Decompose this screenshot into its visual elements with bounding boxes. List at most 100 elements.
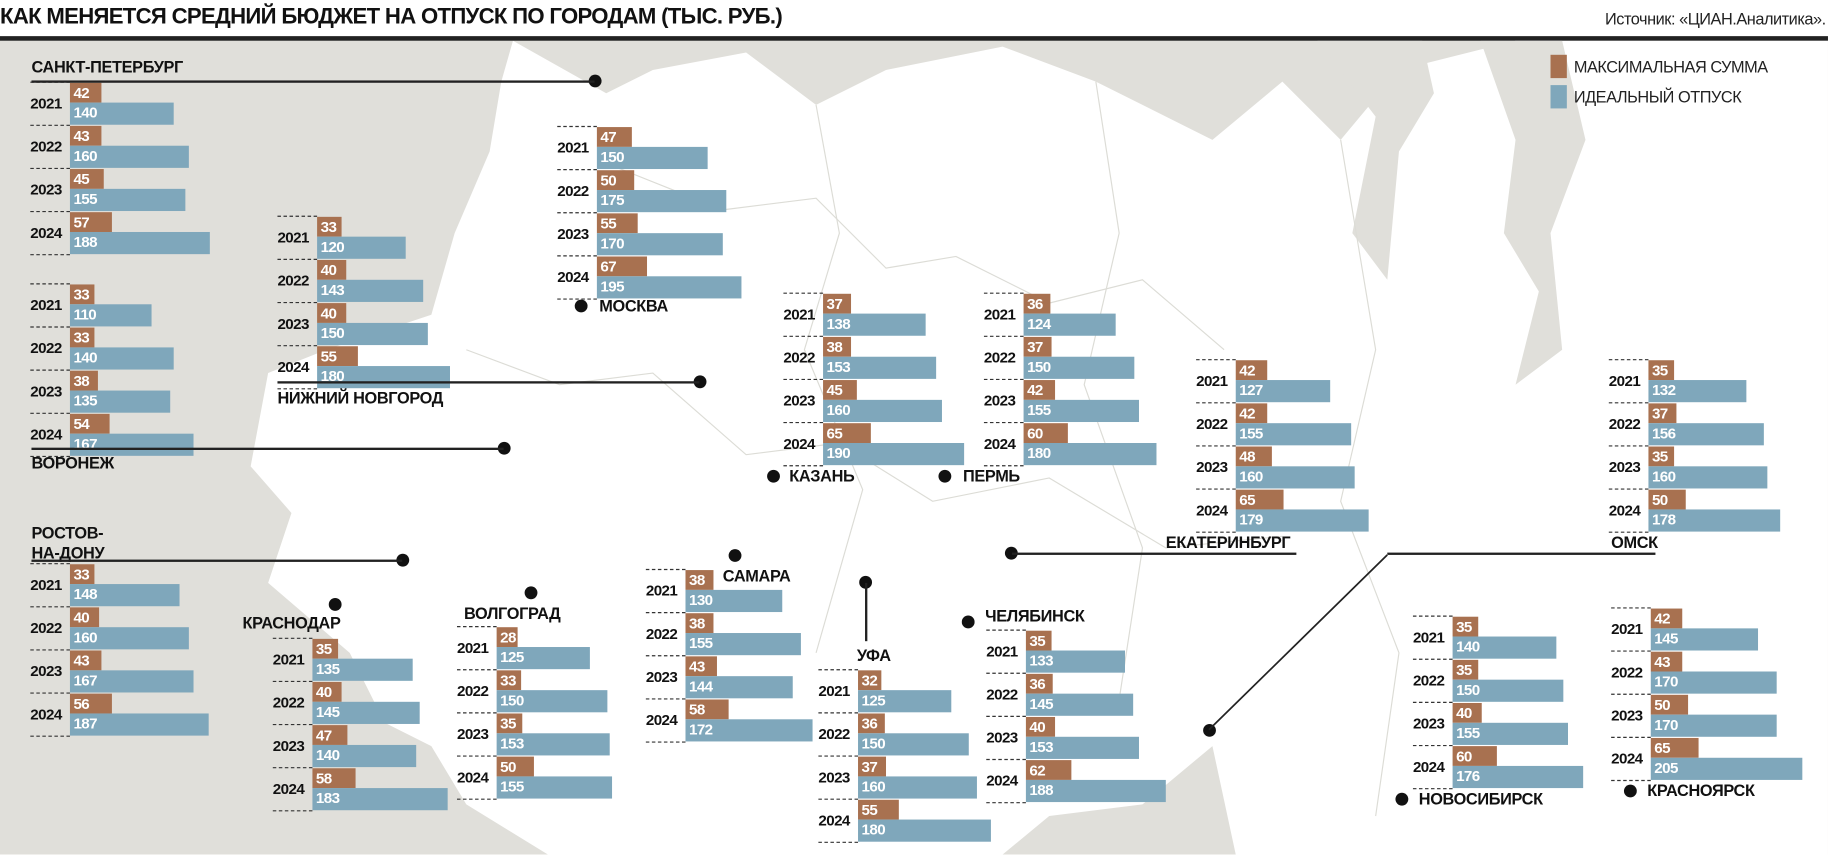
- year-label: 2021: [277, 228, 309, 246]
- year-divider: [1611, 736, 1651, 738]
- bar-max: 42: [1235, 360, 1267, 381]
- year-label: 2023: [456, 725, 489, 743]
- bar-max: 48: [1235, 446, 1272, 467]
- bar-ideal: 124: [1023, 313, 1116, 336]
- year-divider: [986, 629, 1026, 631]
- city-marker-dot: [588, 74, 602, 88]
- bar-ideal: 127: [1235, 380, 1330, 403]
- city-label: МОСКВА: [599, 296, 668, 315]
- bar-ideal: 145: [1025, 693, 1134, 716]
- bar-max: 60: [1023, 423, 1069, 444]
- year-label: 2021: [1608, 371, 1641, 390]
- city-label: РОСТОВ-НА-ДОНУ: [31, 523, 105, 562]
- year-divider: [818, 798, 859, 800]
- year-divider: [30, 369, 70, 371]
- city-marker-dot: [693, 375, 707, 389]
- bar-max: 42: [69, 82, 102, 103]
- year-divider: [645, 568, 686, 571]
- year-divider: [983, 335, 1024, 337]
- bar-ideal: 145: [1650, 628, 1759, 651]
- bar-max: 32: [858, 670, 882, 691]
- year-divider: [783, 378, 824, 381]
- bar-ideal: 153: [1025, 736, 1140, 759]
- bar-max: 35: [496, 713, 523, 734]
- city-marker-dot: [859, 575, 873, 589]
- year-label: 2023: [983, 391, 1016, 410]
- year-label: 2022: [272, 693, 305, 712]
- bar-ideal: 155: [496, 776, 612, 799]
- year-divider: [986, 715, 1026, 717]
- bar-ideal: 170: [596, 233, 723, 256]
- year-label: 2023: [986, 728, 1018, 747]
- city-marker-dot: [328, 598, 342, 611]
- year-label: 2023: [1608, 458, 1641, 476]
- year-divider: [1196, 359, 1236, 361]
- year-divider: [557, 255, 597, 257]
- city-marker-dot: [396, 553, 410, 567]
- bar-ideal: 160: [858, 776, 977, 799]
- year-divider: [645, 612, 686, 614]
- year-label: 2021: [783, 305, 815, 323]
- city-marker-dot: [1203, 723, 1216, 737]
- bar-ideal: 160: [69, 145, 189, 168]
- year-divider: [456, 755, 497, 757]
- year-divider: [1412, 658, 1453, 660]
- year-label: 2021: [1611, 620, 1643, 638]
- bar-ideal: 160: [1235, 466, 1355, 489]
- year-label: 2022: [1611, 663, 1643, 681]
- bar-max: 47: [596, 127, 632, 147]
- year-divider: [1608, 445, 1649, 447]
- year-label: 2021: [30, 94, 62, 112]
- year-label: 2023: [30, 382, 62, 400]
- year-divider: [783, 292, 824, 294]
- bar-max: 35: [1452, 659, 1479, 680]
- bar-ideal: 155: [69, 188, 185, 212]
- bar-max: 65: [823, 423, 872, 444]
- city-marker-dot: [497, 441, 511, 455]
- city-label: ВОЛГОГРАД: [463, 603, 561, 623]
- year-divider: [1196, 402, 1236, 404]
- year-label: 2021: [1412, 628, 1445, 646]
- city-label: ЕКАТЕРИНБУРГ: [1165, 532, 1291, 552]
- year-divider: [557, 125, 597, 128]
- bar-ideal: 140: [69, 347, 174, 370]
- chart-title: КАК МЕНЯЕТСЯ СРЕДНИЙ БЮДЖЕТ НА ОТПУСК ПО…: [0, 4, 783, 30]
- year-divider: [30, 606, 70, 608]
- year-divider: [1608, 488, 1649, 490]
- year-divider: [30, 649, 70, 651]
- year-divider: [30, 211, 70, 213]
- year-label: 2021: [30, 575, 62, 594]
- bar-max: 56: [69, 693, 112, 714]
- year-label: 2022: [557, 181, 589, 200]
- year-divider: [645, 698, 686, 700]
- city-label: ОМСК: [1611, 532, 1658, 552]
- year-divider: [277, 258, 318, 260]
- bar-ideal: 156: [1648, 423, 1765, 446]
- bar-ideal: 110: [69, 304, 152, 327]
- bar-max: 37: [858, 756, 886, 777]
- year-label: 2023: [1412, 714, 1445, 733]
- bar-ideal: 150: [496, 690, 608, 713]
- year-label: 2024: [30, 425, 62, 444]
- bar-ideal: 150: [1452, 679, 1564, 702]
- bar-ideal: 205: [1650, 757, 1803, 780]
- year-divider: [1611, 693, 1651, 695]
- year-label: 2024: [277, 357, 309, 376]
- bar-ideal: 160: [69, 627, 189, 650]
- bar-max: 35: [1452, 616, 1479, 637]
- bar-max: 36: [1023, 293, 1051, 314]
- bar-max: 40: [312, 681, 343, 702]
- city-label: НОВОСИБИРСК: [1418, 789, 1543, 808]
- bar-max: 60: [1452, 746, 1498, 766]
- year-divider: [456, 669, 497, 671]
- bar-max: 57: [69, 212, 113, 232]
- year-divider: [645, 655, 686, 657]
- year-label: 2022: [783, 348, 815, 367]
- year-label: 2024: [783, 434, 815, 453]
- year-label: 2021: [645, 581, 678, 600]
- bar-max: 55: [858, 799, 899, 820]
- leader-line: [1011, 552, 1297, 555]
- leader-line: [865, 582, 867, 642]
- bar-max: 43: [69, 125, 102, 146]
- bar-ideal: 170: [1650, 714, 1777, 737]
